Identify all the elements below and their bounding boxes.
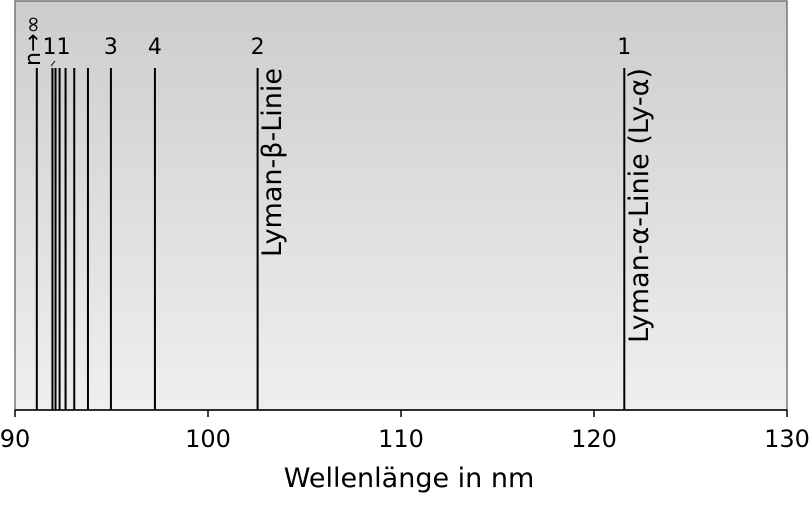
line-label: 1 (617, 35, 631, 60)
plot-area (14, 0, 788, 411)
line-label: 3 (104, 35, 118, 60)
x-tick-label: 120 (571, 425, 617, 453)
x-tick-label: 90 (0, 425, 30, 453)
x-axis-label: Wellenlänge in nm (284, 463, 535, 494)
line-annotation: Lyman-β-Linie (257, 68, 288, 257)
line-label: 4 (148, 35, 162, 60)
line-annotation: Lyman-α-Linie (Ly-α) (624, 68, 655, 343)
x-tick-label: 130 (764, 425, 810, 453)
x-tick-label: 110 (378, 425, 424, 453)
label-pointer (50, 60, 56, 67)
line-label: 11 (43, 35, 71, 60)
x-tick-label: 100 (185, 425, 231, 453)
line-label: n→∞ (21, 15, 46, 66)
line-label: 2 (251, 35, 265, 60)
